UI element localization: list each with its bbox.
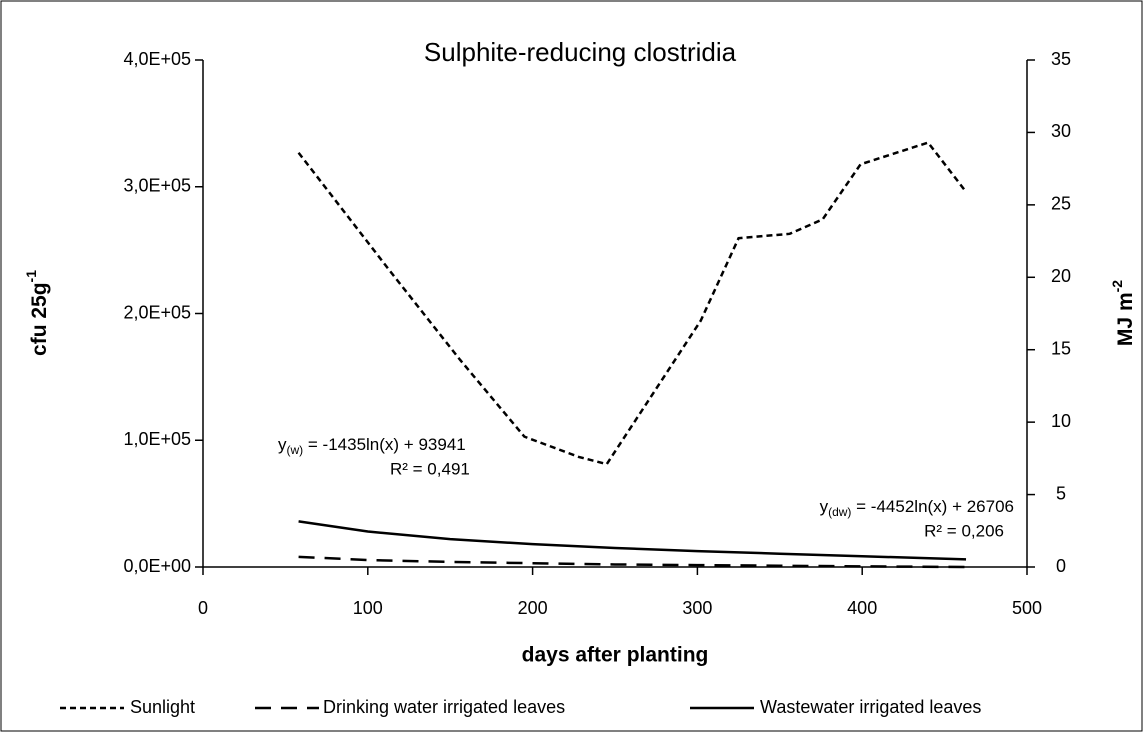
annotation: y(dw) = -4452ln(x) + 26706 <box>820 497 1014 519</box>
annotation-r2: R² = 0,491 <box>390 459 470 478</box>
x-tick-label: 500 <box>1012 598 1042 618</box>
x-tick-label: 200 <box>518 598 548 618</box>
legend-label: Drinking water irrigated leaves <box>323 697 565 717</box>
y2-tick-label: 10 <box>1051 411 1071 431</box>
y-tick-label: 0,0E+00 <box>123 556 191 576</box>
ann-rest: = -4452ln(x) + 26706 <box>851 497 1014 516</box>
y2-label-sup: -2 <box>1109 280 1125 293</box>
y2-label-text: MJ m <box>1114 292 1137 346</box>
ann-sub: (w) <box>287 443 304 457</box>
y-tick-label: 1,0E+05 <box>123 429 191 449</box>
x-tick-label: 100 <box>353 598 383 618</box>
y-label-text: cfu 25g <box>28 282 51 356</box>
x-tick-label: 300 <box>682 598 712 618</box>
x-tick-label: 0 <box>198 598 208 618</box>
y2-tick-label: 20 <box>1051 266 1071 286</box>
y-axis-label: cfu 25g-1 <box>23 270 51 356</box>
y-label-sup: -1 <box>23 270 39 283</box>
x-tick-label: 400 <box>847 598 877 618</box>
legend-label: Sunlight <box>130 697 195 717</box>
chart-title: Sulphite-reducing clostridia <box>424 37 737 67</box>
y2-tick-label: 15 <box>1051 338 1071 358</box>
legend-label: Wastewater irrigated leaves <box>760 697 981 717</box>
y2-tick-label: 30 <box>1051 121 1071 141</box>
ann-y: y <box>820 497 829 516</box>
ann-sub: (dw) <box>828 505 851 519</box>
y2-tick-label: 35 <box>1051 49 1071 69</box>
y-tick-label: 3,0E+05 <box>123 176 191 196</box>
y-tick-label: 2,0E+05 <box>123 302 191 322</box>
y-tick-label: 4,0E+05 <box>123 49 191 69</box>
ann-rest: = -1435ln(x) + 93941 <box>303 435 466 454</box>
series-line <box>297 141 968 466</box>
ann-y: y <box>278 435 287 454</box>
x-axis-label: days after planting <box>522 644 709 667</box>
annotation: y(w) = -1435ln(x) + 93941 <box>278 435 466 457</box>
y2-tick-label: 0 <box>1056 556 1066 576</box>
annotation-r2: R² = 0,206 <box>924 521 1004 540</box>
series-line <box>298 520 967 561</box>
y2-tick-label: 25 <box>1051 194 1071 214</box>
y2-tick-label: 5 <box>1056 483 1066 503</box>
y2-axis-label: MJ m-2 <box>1109 280 1137 346</box>
series-line <box>298 555 967 569</box>
